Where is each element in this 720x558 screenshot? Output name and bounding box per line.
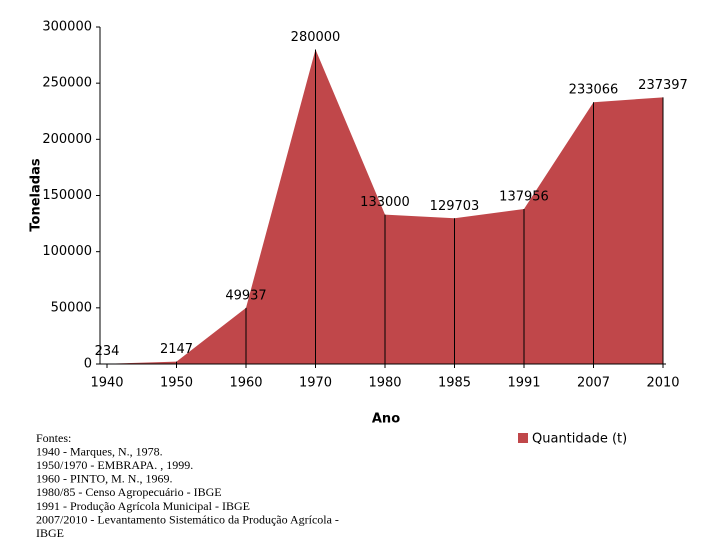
source-note: 1960 - PINTO, M. N., 1969. (36, 472, 172, 486)
legend-swatch (518, 433, 528, 443)
data-label: 280000 (291, 30, 341, 45)
data-label: 129703 (430, 199, 480, 214)
data-label: 237397 (638, 78, 688, 93)
y-tick-label: 300000 (42, 20, 92, 35)
x-axis-title: Ano (372, 412, 400, 427)
y-tick-label: 250000 (42, 76, 92, 91)
data-label: 233066 (569, 83, 619, 98)
y-axis-title: Toneladas (29, 158, 44, 231)
source-note: 1950/1970 - EMBRAPA. , 1999. (36, 458, 193, 472)
y-tick-label: 100000 (42, 244, 92, 259)
x-tick-label: 1991 (507, 376, 540, 391)
legend-label: Quantidade (t) (532, 432, 627, 447)
y-tick-label: 150000 (42, 188, 92, 203)
source-note: 1991 - Produção Agrícola Municipal - IBG… (36, 499, 250, 513)
x-tick-label: 1950 (160, 376, 193, 391)
source-note: IBGE (36, 526, 64, 540)
x-tick-label: 2010 (646, 376, 679, 391)
source-note: 2007/2010 - Levantamento Sistemático da … (36, 512, 339, 526)
y-tick-label: 50000 (51, 300, 92, 315)
y-tick-label: 0 (84, 357, 92, 372)
data-label: 234 (95, 344, 120, 359)
data-label: 49937 (225, 288, 266, 303)
source-note: 1980/85 - Censo Agropecuário - IBGE (36, 485, 222, 499)
data-label: 133000 (360, 195, 410, 210)
x-tick-label: 1985 (438, 376, 471, 391)
x-tick-label: 1980 (368, 376, 401, 391)
source-note: Fontes: (36, 431, 71, 445)
data-label: 2147 (160, 342, 193, 357)
y-tick-label: 200000 (42, 132, 92, 147)
source-note: 1940 - Marques, N., 1978. (36, 444, 163, 458)
x-tick-label: 1960 (229, 376, 262, 391)
data-label: 137956 (499, 190, 549, 205)
x-tick-label: 1970 (299, 376, 332, 391)
x-tick-label: 2007 (577, 376, 610, 391)
x-tick-label: 1940 (90, 376, 123, 391)
